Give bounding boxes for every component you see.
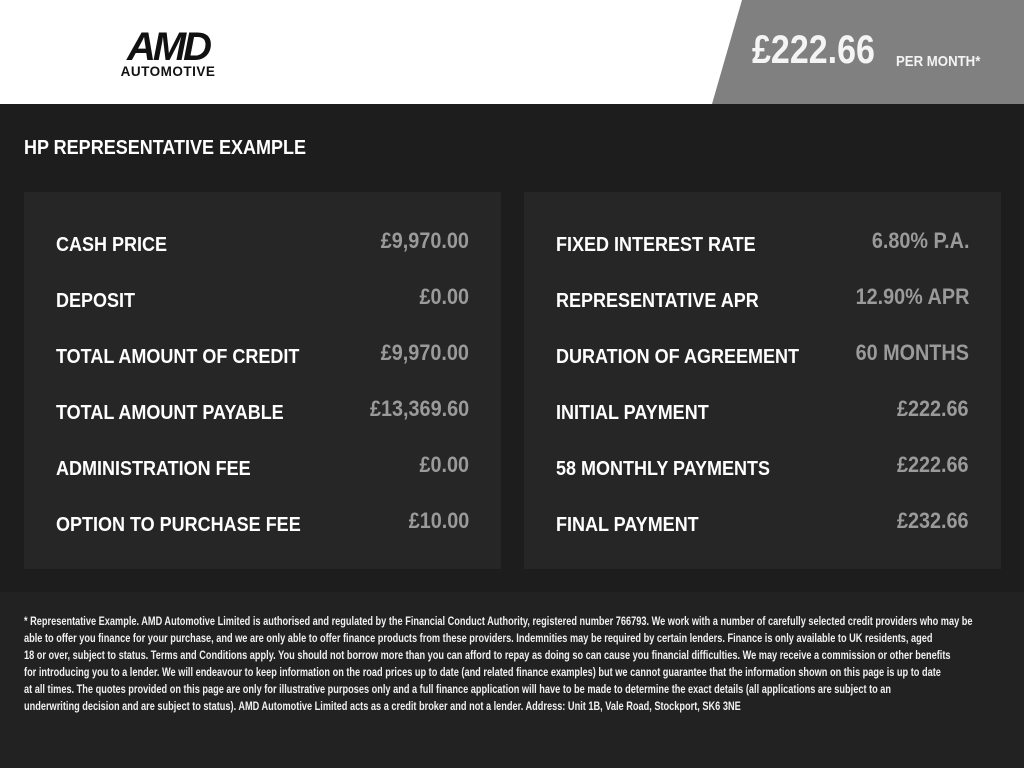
- finance-label: TOTAL AMOUNT PAYABLE: [56, 402, 284, 424]
- finance-label: OPTION TO PURCHASE FEE: [56, 514, 301, 536]
- amd-automotive-logo[interactable]: AMD AUTOMOTIVE: [108, 24, 228, 80]
- finance-row: REPRESENTATIVE APR 12.90% APR: [556, 284, 969, 314]
- finance-value: £13,369.60: [369, 396, 469, 421]
- finance-value: £9,970.00: [380, 228, 469, 253]
- finance-label: CASH PRICE: [56, 234, 168, 256]
- finance-label: DURATION OF AGREEMENT: [556, 346, 799, 368]
- per-month-label: PER MONTH*: [896, 53, 981, 70]
- disclaimer-line: for introducing you to a lender. We will…: [24, 667, 941, 679]
- header: AMD AUTOMOTIVE £222.66 PER MONTH*: [0, 0, 1024, 104]
- finance-value: £10.00: [408, 508, 469, 533]
- finance-value: £0.00: [419, 284, 469, 309]
- finance-row: TOTAL AMOUNT PAYABLE £13,369.60: [56, 396, 469, 426]
- disclaimer-line: underwriting decision and are subject to…: [24, 701, 741, 713]
- finance-panel-left: CASH PRICE £9,970.00 DEPOSIT £0.00 TOTAL AMO…: [24, 192, 501, 569]
- disclaimer-line: 18 or over, subject to status. Terms and…: [24, 650, 951, 662]
- section-title: HP REPRESENTATIVE EXAMPLE: [24, 137, 307, 159]
- finance-value: £9,970.00: [380, 340, 469, 365]
- svg-text:AMD: AMD: [126, 25, 211, 69]
- finance-row: 58 MONTHLY PAYMENTS £222.66: [556, 452, 969, 482]
- finance-label: 58 MONTHLY PAYMENTS: [556, 458, 771, 480]
- svg-text:AUTOMOTIVE: AUTOMOTIVE: [121, 64, 216, 79]
- finance-row: CASH PRICE £9,970.00: [56, 228, 469, 258]
- disclaimer-line: able to offer you finance for your purch…: [24, 633, 933, 645]
- disclaimer-line: * Representative Example. AMD Automotive…: [24, 616, 973, 628]
- finance-label: INITIAL PAYMENT: [556, 402, 709, 424]
- finance-value: 60 MONTHS: [855, 340, 969, 365]
- finance-row: OPTION TO PURCHASE FEE £10.00: [56, 508, 469, 538]
- finance-row: DURATION OF AGREEMENT 60 MONTHS: [556, 340, 969, 370]
- finance-panel-right: FIXED INTEREST RATE 6.80% P.A. REPRESENTAT…: [524, 192, 1001, 569]
- finance-label: ADMINISTRATION FEE: [56, 458, 251, 480]
- finance-value: £222.66: [897, 452, 969, 477]
- finance-label: FINAL PAYMENT: [556, 514, 699, 536]
- disclaimer-footer: * Representative Example. AMD Automotive…: [0, 592, 1024, 768]
- finance-label: DEPOSIT: [56, 290, 136, 312]
- disclaimer-line: at all times. The quotes provided on thi…: [24, 684, 892, 696]
- finance-row: ADMINISTRATION FEE £0.00: [56, 452, 469, 482]
- finance-value: 12.90% APR: [855, 284, 969, 309]
- finance-row: FIXED INTEREST RATE 6.80% P.A.: [556, 228, 969, 258]
- finance-value: £222.66: [897, 396, 969, 421]
- finance-row: FINAL PAYMENT £232.66: [556, 508, 969, 538]
- finance-value: 6.80% P.A.: [871, 228, 969, 253]
- finance-label: TOTAL AMOUNT OF CREDIT: [56, 346, 300, 368]
- monthly-price: £222.66: [752, 28, 875, 72]
- finance-value: £232.66: [897, 508, 969, 533]
- monthly-price-box: £222.66 PER MONTH*: [712, 0, 1024, 104]
- finance-label: FIXED INTEREST RATE: [556, 234, 756, 256]
- finance-row: TOTAL AMOUNT OF CREDIT £9,970.00: [56, 340, 469, 370]
- finance-label: REPRESENTATIVE APR: [556, 290, 759, 312]
- finance-row: INITIAL PAYMENT £222.66: [556, 396, 969, 426]
- finance-row: DEPOSIT £0.00: [56, 284, 469, 314]
- finance-value: £0.00: [419, 452, 469, 477]
